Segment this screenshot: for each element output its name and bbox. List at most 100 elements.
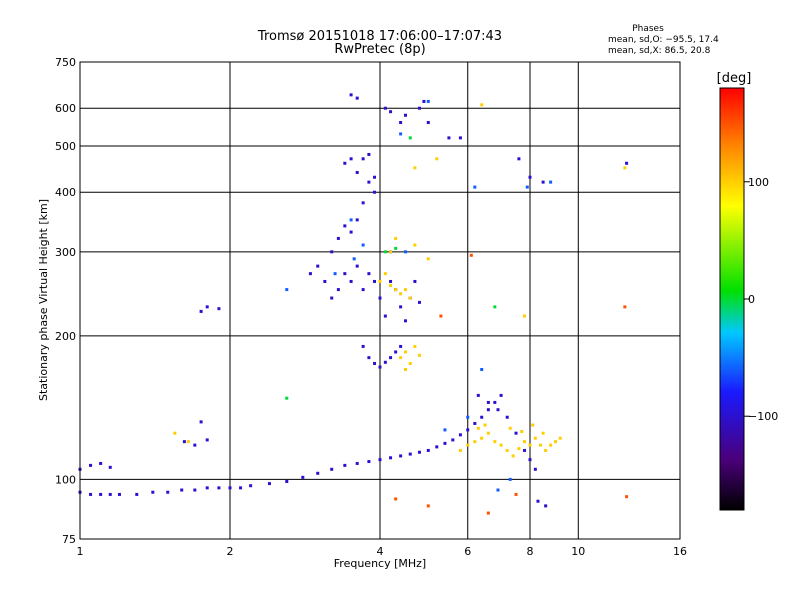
x-tick-label: 16 (673, 545, 687, 558)
data-point (99, 461, 103, 465)
data-point (517, 447, 521, 451)
data-point (458, 136, 462, 140)
data-point (301, 475, 305, 479)
data-point (330, 467, 334, 471)
data-point (486, 408, 490, 412)
y-axis-label: Stationary phase Virtual Height [km] (37, 199, 50, 401)
data-point (486, 431, 490, 435)
colorbar-tick-label: 100 (748, 176, 769, 189)
data-point (352, 257, 356, 261)
data-point (408, 136, 412, 140)
x-tick-label: 10 (571, 545, 585, 558)
data-point (316, 471, 320, 475)
data-point (355, 218, 359, 222)
data-point (413, 166, 417, 170)
data-point (367, 356, 371, 360)
x-tick-label: 1 (77, 545, 84, 558)
y-tick-label: 400 (55, 186, 76, 199)
data-point (536, 499, 540, 503)
data-point (403, 367, 407, 371)
data-point (394, 246, 398, 250)
data-point (349, 93, 353, 97)
data-point (493, 305, 497, 309)
data-point (422, 99, 426, 103)
data-point (378, 458, 382, 462)
data-point (378, 279, 382, 283)
data-point (473, 440, 477, 444)
data-point (466, 428, 470, 432)
axis-ticks: 1 2 4 6 8 10 16 75 100 200 300 400 500 600 750 (55, 56, 687, 558)
y-tick-label: 500 (55, 140, 76, 153)
data-point (403, 250, 407, 254)
data-point (558, 436, 562, 440)
data-point (458, 448, 462, 452)
data-point (343, 161, 347, 165)
y-tick-label: 300 (55, 246, 76, 259)
data-point (361, 344, 365, 348)
phase-info-heading: Phases (632, 24, 664, 34)
data-point (89, 463, 93, 467)
x-tick-label: 8 (527, 545, 534, 558)
data-point (466, 443, 470, 447)
data-point (625, 161, 629, 165)
data-point (514, 492, 518, 496)
data-point (373, 361, 377, 365)
colorbar-label: [deg] (717, 71, 752, 86)
data-point (330, 250, 334, 254)
data-point (383, 250, 387, 254)
data-point (308, 272, 312, 276)
data-point (349, 157, 353, 161)
data-point (389, 279, 393, 283)
data-point (355, 461, 359, 465)
data-point (531, 423, 535, 427)
data-point (373, 279, 377, 283)
data-point (533, 436, 537, 440)
data-point (394, 497, 398, 501)
data-point (399, 121, 403, 125)
data-point (394, 236, 398, 240)
data-point (426, 121, 430, 125)
data-point (249, 484, 253, 488)
data-point (480, 103, 484, 107)
data-point (117, 492, 121, 496)
data-point (408, 296, 412, 300)
data-point (389, 250, 393, 254)
data-point (417, 106, 421, 110)
data-point (511, 454, 515, 458)
data-point (514, 431, 518, 435)
data-point (135, 492, 139, 496)
data-point (476, 393, 480, 397)
data-point (508, 477, 512, 481)
data-point (413, 344, 417, 348)
data-point (517, 157, 521, 161)
data-point (528, 458, 532, 462)
data-point (383, 314, 387, 318)
data-point (533, 467, 537, 471)
data-point (486, 400, 490, 404)
data-point (541, 431, 545, 435)
data-point (549, 180, 553, 184)
data-point (330, 296, 334, 300)
data-point (205, 438, 209, 442)
data-point (193, 488, 197, 492)
data-point (435, 157, 439, 161)
data-point (186, 440, 190, 444)
data-point (267, 482, 271, 486)
data-point (389, 356, 393, 360)
data-point (180, 488, 184, 492)
data-point (476, 426, 480, 430)
data-point (508, 426, 512, 430)
data-point (496, 408, 500, 412)
data-point (108, 465, 112, 469)
data-point (549, 443, 553, 447)
data-point (417, 450, 421, 454)
data-point (367, 460, 371, 464)
data-point (199, 420, 203, 424)
data-point (499, 393, 503, 397)
data-point (166, 490, 170, 494)
x-axis-label: Frequency [MHz] (334, 557, 426, 570)
data-point (505, 415, 509, 419)
data-point (528, 443, 532, 447)
data-point (426, 448, 430, 452)
data-point (523, 314, 527, 318)
